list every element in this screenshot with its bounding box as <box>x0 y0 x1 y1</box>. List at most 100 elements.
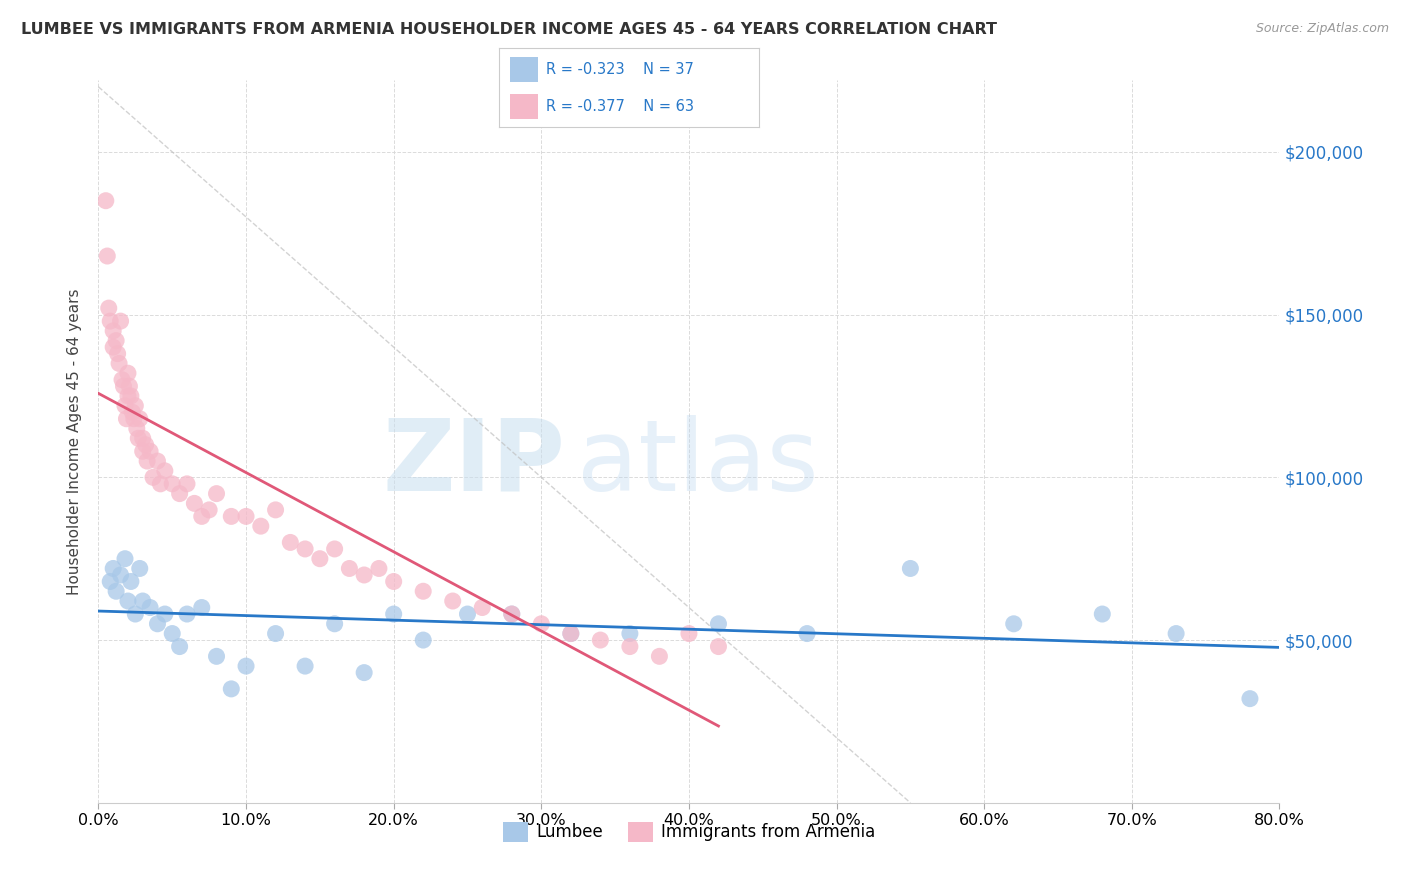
Point <box>412 584 434 599</box>
Point <box>111 373 134 387</box>
Point <box>169 486 191 500</box>
Text: LUMBEE VS IMMIGRANTS FROM ARMENIA HOUSEHOLDER INCOME AGES 45 - 64 YEARS CORRELAT: LUMBEE VS IMMIGRANTS FROM ARMENIA HOUSEH… <box>21 22 997 37</box>
Point <box>139 444 162 458</box>
Point <box>221 509 243 524</box>
Point <box>98 574 121 589</box>
Point <box>264 503 287 517</box>
Point <box>353 665 375 680</box>
Point <box>117 389 139 403</box>
Point <box>162 626 183 640</box>
Point <box>125 421 148 435</box>
Point <box>382 574 405 589</box>
Point <box>678 626 700 640</box>
Legend: Lumbee, Immigrants from Armenia: Lumbee, Immigrants from Armenia <box>496 815 882 848</box>
Bar <box>509 94 538 119</box>
Point <box>108 356 131 370</box>
Point <box>97 301 120 315</box>
Point <box>589 633 612 648</box>
Point <box>457 607 479 621</box>
Point <box>339 561 361 575</box>
Point <box>120 389 142 403</box>
Point <box>112 379 135 393</box>
Point <box>127 431 149 445</box>
Point <box>118 379 141 393</box>
Point <box>169 640 191 654</box>
Text: atlas: atlas <box>576 415 818 512</box>
Point <box>98 314 121 328</box>
Point <box>353 568 375 582</box>
Point <box>235 659 257 673</box>
Point <box>117 366 139 380</box>
Point <box>149 476 172 491</box>
Point <box>1239 691 1261 706</box>
Bar <box>509 57 538 82</box>
Point <box>128 561 150 575</box>
Point <box>115 411 138 425</box>
Point <box>560 626 582 640</box>
Point <box>1166 626 1188 640</box>
Point <box>250 519 273 533</box>
Point <box>132 594 155 608</box>
Point <box>110 568 132 582</box>
Point <box>1091 607 1114 621</box>
Point <box>176 476 198 491</box>
Point <box>117 594 139 608</box>
Point <box>103 340 125 354</box>
Point <box>501 607 523 621</box>
Point <box>368 561 391 575</box>
Point <box>441 594 464 608</box>
Point <box>294 659 316 673</box>
Point <box>146 616 169 631</box>
Point <box>136 454 159 468</box>
Point <box>183 496 205 510</box>
Point <box>560 626 582 640</box>
Point <box>121 405 143 419</box>
Point <box>619 626 641 640</box>
Point <box>471 600 494 615</box>
Point <box>191 509 214 524</box>
Point <box>105 334 128 348</box>
Point <box>205 649 228 664</box>
Point <box>103 324 125 338</box>
Point <box>107 346 129 360</box>
Point <box>221 681 243 696</box>
Text: R = -0.377    N = 63: R = -0.377 N = 63 <box>546 99 695 114</box>
Point <box>280 535 302 549</box>
Point <box>120 574 142 589</box>
Point <box>135 438 157 452</box>
Point <box>323 541 346 556</box>
Point <box>501 607 523 621</box>
Point <box>142 470 165 484</box>
Point <box>146 454 169 468</box>
Point <box>103 561 125 575</box>
Point <box>153 464 176 478</box>
Point <box>124 607 146 621</box>
Point <box>294 541 316 556</box>
Text: Source: ZipAtlas.com: Source: ZipAtlas.com <box>1256 22 1389 36</box>
Point <box>153 607 176 621</box>
Point <box>110 314 132 328</box>
Point <box>198 503 221 517</box>
Point <box>139 600 162 615</box>
Point <box>162 476 183 491</box>
Point <box>323 616 346 631</box>
Point <box>648 649 671 664</box>
Text: R = -0.323    N = 37: R = -0.323 N = 37 <box>546 62 693 77</box>
Point <box>128 411 150 425</box>
Point <box>132 444 155 458</box>
Point <box>309 551 332 566</box>
Point <box>796 626 818 640</box>
Point <box>132 431 155 445</box>
Point <box>412 633 434 648</box>
Point <box>124 399 146 413</box>
Point <box>1002 616 1025 631</box>
Point <box>94 194 117 208</box>
Point <box>205 486 228 500</box>
Point <box>114 551 136 566</box>
Point <box>105 584 128 599</box>
Point <box>900 561 922 575</box>
Text: ZIP: ZIP <box>382 415 565 512</box>
Point <box>707 616 730 631</box>
Point <box>191 600 214 615</box>
Point <box>707 640 730 654</box>
